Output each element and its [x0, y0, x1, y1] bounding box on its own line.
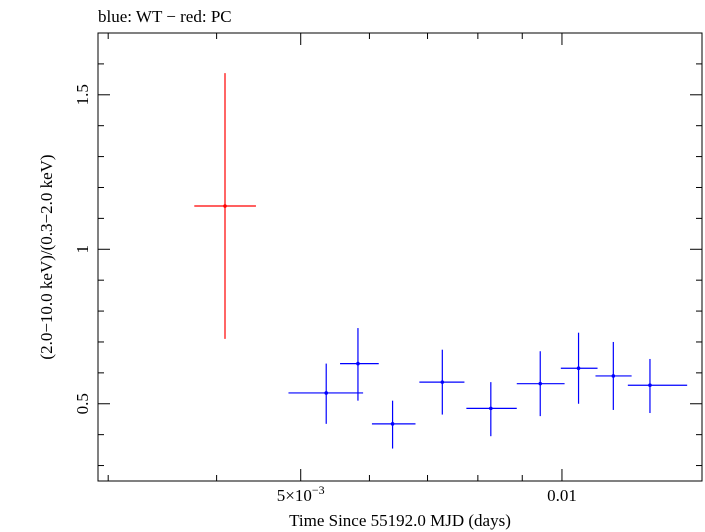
plot-frame [97, 32, 703, 482]
data-point-pc [194, 73, 256, 339]
y-tick-label: 1 [73, 245, 92, 254]
chart-title: blue: WT − red: PC [98, 7, 232, 26]
point-marker [489, 406, 493, 411]
data-points [194, 73, 688, 449]
data-point-wt [516, 351, 565, 417]
x-axis-label: Time Since 55192.0 MJD (days) [289, 511, 511, 530]
point-marker [223, 204, 227, 208]
y-tick-label: 0.5 [73, 393, 92, 414]
point-marker [324, 391, 329, 395]
y-tick-label: 1.5 [73, 84, 92, 105]
point-marker [538, 381, 543, 386]
data-point-wt [340, 328, 379, 401]
axis-ticks [98, 32, 702, 481]
y-axis-label: (2.0−10.0 keV)/(0.3−2.0 keV) [37, 154, 56, 359]
point-marker [648, 383, 652, 388]
data-point-wt [627, 358, 688, 414]
axis-tick-labels: 0.5 1 1.5 5×10−3 0.01 [73, 84, 577, 505]
data-point-wt [560, 332, 598, 404]
point-marker [440, 380, 445, 384]
data-point-wt [419, 349, 465, 415]
point-marker [576, 366, 581, 371]
point-marker [390, 422, 395, 426]
data-point-wt [288, 363, 364, 424]
data-point-wt [595, 341, 632, 410]
x-tick-label: 0.01 [547, 486, 577, 505]
point-marker [611, 374, 616, 378]
point-marker [356, 361, 360, 366]
data-point-wt [466, 382, 517, 437]
data-point-wt [371, 400, 416, 449]
x-tick-label: 5×10−3 [277, 483, 325, 505]
